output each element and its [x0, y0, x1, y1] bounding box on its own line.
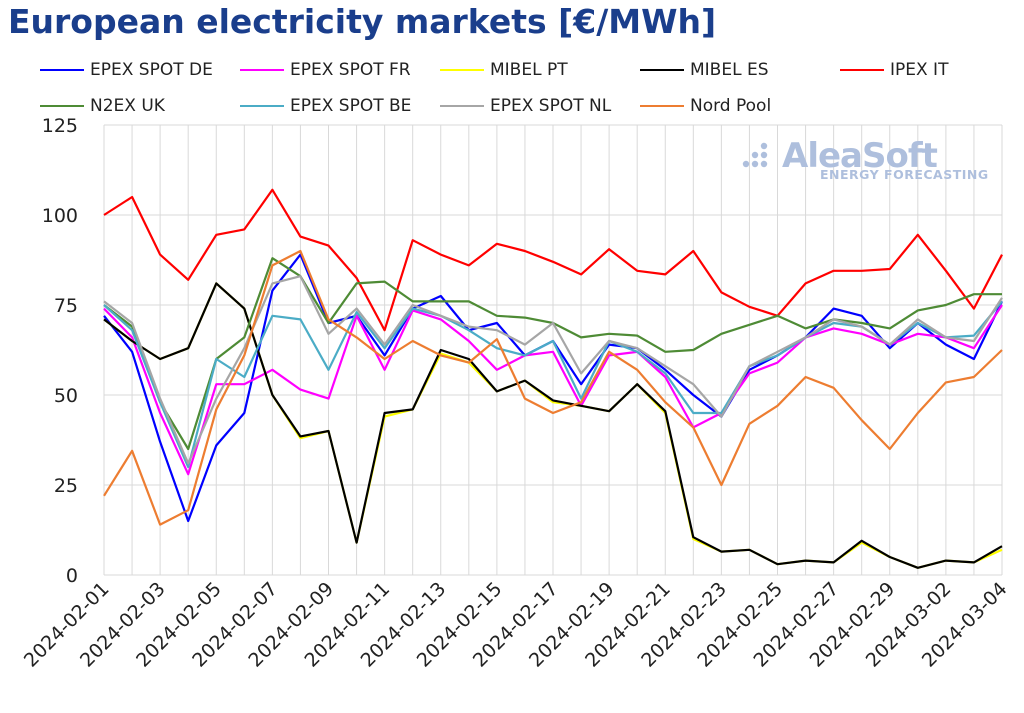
x-axis: 2024-02-012024-02-032024-02-052024-02-07…: [20, 578, 1012, 672]
legend-swatch: [640, 105, 684, 107]
legend-item: EPEX SPOT FR: [240, 60, 411, 80]
series-line-nord-pool: [103, 249, 1003, 526]
legend-swatch: [440, 105, 484, 107]
legend-swatch: [640, 69, 684, 71]
legend-swatch: [840, 69, 884, 71]
legend: EPEX SPOT DE EPEX SPOT FR MIBEL PT MIBEL ES…: [0, 0, 1024, 120]
legend-item: EPEX SPOT BE: [240, 96, 411, 116]
legend-item: N2EX UK: [40, 96, 165, 116]
legend-swatch: [40, 105, 84, 107]
y-tick-label: 0: [66, 565, 78, 587]
aleasoft-logo: AleaSoft ENERGY FORECASTING: [740, 136, 990, 186]
y-tick-label: 125: [42, 115, 78, 137]
legend-label: Nord Pool: [690, 96, 772, 116]
legend-item: EPEX SPOT NL: [440, 96, 611, 116]
legend-item: MIBEL ES: [640, 60, 769, 80]
y-tick-label: 75: [54, 295, 78, 317]
legend-label: EPEX SPOT FR: [290, 60, 411, 80]
legend-label: IPEX IT: [890, 60, 949, 80]
series-lines: [103, 188, 1003, 569]
legend-swatch: [240, 105, 284, 107]
gridlines: [103, 124, 1003, 576]
legend-swatch: [440, 69, 484, 71]
logo-tagline: ENERGY FORECASTING: [820, 167, 989, 182]
legend-label: MIBEL PT: [490, 60, 568, 80]
y-tick-label: 25: [54, 475, 78, 497]
y-tick-label: 100: [42, 205, 78, 227]
logo-dots-icon: [742, 142, 768, 168]
y-axis: 0 25 50 75 100 125: [42, 115, 78, 587]
legend-item: Nord Pool: [640, 96, 771, 116]
legend-label: EPEX SPOT BE: [290, 96, 412, 116]
legend-swatch: [40, 69, 84, 71]
y-tick-label: 50: [54, 385, 78, 407]
series-line-ipex-it: [103, 188, 1003, 332]
series-line-mibel-es: [103, 282, 1003, 569]
series-line-epex-spot-be: [103, 300, 1003, 469]
legend-label: EPEX SPOT NL: [490, 96, 612, 116]
logo-name: AleaSoft: [782, 136, 938, 176]
legend-swatch: [240, 69, 284, 71]
legend-label: MIBEL ES: [690, 60, 769, 80]
legend-item: EPEX SPOT DE: [40, 60, 213, 80]
legend-label: N2EX UK: [90, 96, 165, 116]
legend-item: IPEX IT: [840, 60, 948, 80]
legend-item: MIBEL PT: [440, 60, 568, 80]
chart-title: European electricity markets [€/MWh]: [8, 2, 717, 41]
series-line-epex-spot-fr: [103, 304, 1003, 476]
legend-label: EPEX SPOT DE: [90, 60, 213, 80]
